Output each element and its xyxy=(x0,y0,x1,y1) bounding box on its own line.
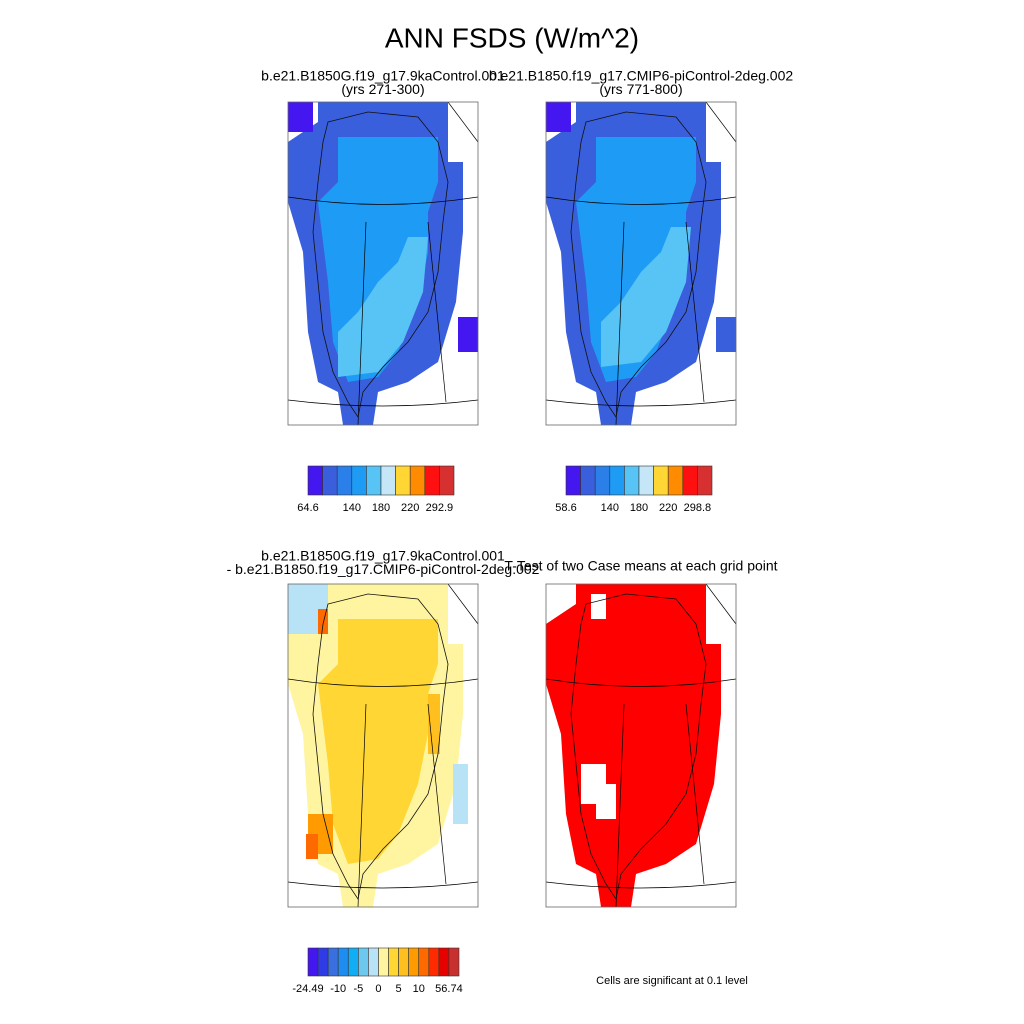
colorbar-label: 58.6 xyxy=(555,502,576,514)
colorbar-box xyxy=(395,465,411,496)
colorbar-box xyxy=(609,465,625,496)
panel-title: (yrs 271-300) xyxy=(341,81,424,97)
colorbar-box xyxy=(424,465,440,496)
colorbar-label: -10 xyxy=(330,983,346,995)
colorbar-label: 220 xyxy=(659,502,677,514)
colorbar-box xyxy=(307,465,323,496)
map-panel xyxy=(287,583,479,908)
map-panel xyxy=(545,101,737,426)
colorbar-label: 220 xyxy=(401,502,419,514)
colorbar-label: 180 xyxy=(630,502,648,514)
colorbar-box xyxy=(336,465,353,496)
colorbar-box xyxy=(337,947,349,977)
colorbar-label: 180 xyxy=(372,502,390,514)
panel-title: (yrs 771-800) xyxy=(599,81,682,97)
colorbar-box xyxy=(351,465,367,496)
colorbar-label: 10 xyxy=(413,983,425,995)
colorbar-label: -24.49 xyxy=(292,983,323,995)
panel-title: b.e21.B1850G.f19_g17.9kaControl.001 xyxy=(261,548,505,564)
colorbar-box xyxy=(438,947,450,977)
colorbar-box xyxy=(580,465,596,496)
colorbar-box xyxy=(594,465,611,496)
colorbar-box xyxy=(418,947,430,977)
colorbar-box xyxy=(388,947,399,977)
significance-note: Cells are significant at 0.1 level xyxy=(596,975,748,987)
colorbar-box xyxy=(565,465,581,496)
colorbar-label: 298.8 xyxy=(684,502,712,514)
colorbar-box xyxy=(368,947,379,977)
colorbar-box xyxy=(378,947,389,977)
panel-title: b.e21.B1850.f19_g17.CMIP6-piControl-2deg… xyxy=(489,68,794,84)
colorbar-box xyxy=(428,947,440,977)
colorbar-label: 140 xyxy=(343,502,361,514)
colorbar-label: 292.9 xyxy=(426,502,454,514)
panel-title: - b.e21.B1850.f19_g17.CMIP6-piControl-2d… xyxy=(227,561,540,577)
colorbar-box xyxy=(380,465,396,496)
map-panel xyxy=(287,101,479,426)
colorbar-box xyxy=(358,947,369,977)
colorbar-label: 64.6 xyxy=(297,502,318,514)
colorbar-box xyxy=(327,947,339,977)
colorbar-box xyxy=(448,947,460,977)
colorbar-box xyxy=(638,465,654,496)
colorbar-box xyxy=(653,465,669,496)
colorbar-box xyxy=(317,947,329,977)
colorbar-box xyxy=(307,947,319,977)
colorbar-box xyxy=(408,947,420,977)
colorbar-box xyxy=(682,465,698,496)
colorbar-box xyxy=(439,465,455,496)
figure-title: ANN FSDS (W/m^2) xyxy=(385,22,639,53)
colorbar-box xyxy=(409,465,426,496)
colorbar-label: -5 xyxy=(353,983,363,995)
colorbar-label: 0 xyxy=(375,983,381,995)
colorbar-box xyxy=(697,465,713,496)
colorbar-box xyxy=(667,465,684,496)
panel-title: T-Test of two Case means at each grid po… xyxy=(504,558,777,574)
colorbar-label: 140 xyxy=(601,502,619,514)
colorbar-box xyxy=(347,947,359,977)
panel-title: b.e21.B1850G.f19_g17.9kaControl.001 xyxy=(261,68,505,84)
colorbar-box xyxy=(322,465,338,496)
colorbar-label: 56.74 xyxy=(435,983,463,995)
colorbar-box xyxy=(366,465,382,496)
colorbar-label: 5 xyxy=(396,983,402,995)
map-panel xyxy=(545,583,737,908)
colorbar-box xyxy=(624,465,640,496)
colorbar-box xyxy=(398,947,409,977)
